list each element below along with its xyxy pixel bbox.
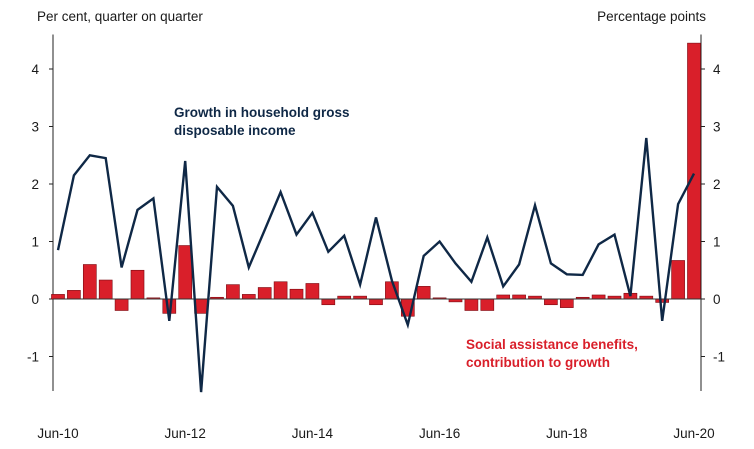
bar-social-benefits <box>305 283 320 300</box>
bar-social-benefits <box>273 281 288 300</box>
bar-social-benefits <box>559 298 574 308</box>
bar-social-benefits <box>130 269 145 300</box>
y-tick-label-right: 4 <box>713 62 721 77</box>
y-tick-label-left: 1 <box>31 235 39 250</box>
annotation-income: Growth in household gross disposable inc… <box>174 104 350 140</box>
y-axis-left-unit-label: Per cent, quarter on quarter <box>37 9 203 24</box>
line-household-income <box>56 137 696 393</box>
bar-social-benefits <box>480 298 495 311</box>
y-tick-label-left: 4 <box>31 62 39 77</box>
bar-social-benefits <box>655 298 670 303</box>
annotation-income-line-1: Growth in household gross <box>174 105 350 120</box>
bar-social-benefits <box>321 298 336 306</box>
y-tick-label-left: 3 <box>31 120 39 135</box>
bar-social-benefits <box>67 290 81 300</box>
x-tick-label: Jun-16 <box>419 426 460 441</box>
bar-social-benefits <box>226 284 240 300</box>
bar-social-benefits <box>464 298 479 311</box>
x-tick-label: Jun-20 <box>673 426 714 441</box>
bar-social-benefits <box>591 294 606 300</box>
bar-social-benefits <box>241 294 256 300</box>
y-tick-label-right: 3 <box>713 120 721 135</box>
y-axis-right-unit-label: Percentage points <box>597 9 706 24</box>
y-tick-label-left: 0 <box>31 292 39 307</box>
annotation-income-line-2: disposable income <box>174 123 296 138</box>
bar-social-benefits <box>82 264 97 300</box>
bar-social-benefits <box>369 298 383 306</box>
x-tick-label: Jun-18 <box>546 426 587 441</box>
bar-social-benefits <box>416 286 431 300</box>
bar-social-benefits <box>544 298 558 306</box>
bar-social-benefits <box>98 279 113 300</box>
y-tick-label-right: 2 <box>713 177 721 192</box>
annotation-social-benefits: Social assistance benefits, contribution… <box>466 336 638 372</box>
x-tick-label: Jun-12 <box>165 426 206 441</box>
y-tick-label-left: -1 <box>27 350 39 365</box>
y-tick-label-left: 2 <box>31 177 39 192</box>
bar-social-benefits <box>512 294 526 300</box>
x-tick-label: Jun-14 <box>292 426 334 441</box>
x-tick-label: Jun-10 <box>37 426 78 441</box>
annotation-social-line-2: contribution to growth <box>466 355 610 370</box>
bar-social-benefits <box>178 245 193 300</box>
bar-social-benefits <box>687 42 701 300</box>
bar-social-benefits <box>257 287 272 300</box>
y-tick-label-right: 1 <box>713 235 721 250</box>
bar-social-benefits <box>51 294 65 300</box>
y-tick-label-right: -1 <box>713 350 725 365</box>
bar-social-benefits <box>289 288 304 300</box>
bar-social-benefits <box>114 298 129 311</box>
bar-social-benefits <box>496 294 511 300</box>
annotation-social-line-1: Social assistance benefits, <box>466 337 638 352</box>
bar-social-benefits <box>671 260 685 300</box>
y-tick-label-right: 0 <box>713 292 721 307</box>
